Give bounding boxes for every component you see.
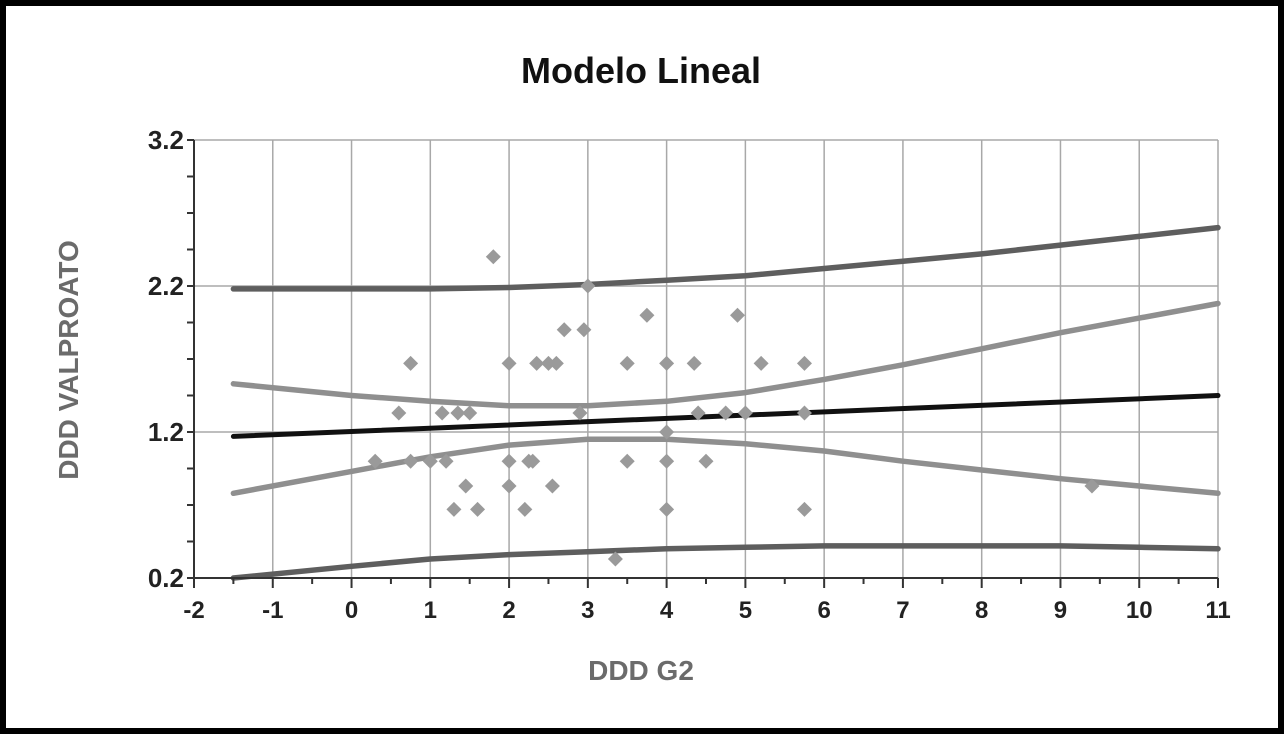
series-line-3: [230, 436, 1221, 497]
data-point: [450, 405, 466, 421]
axes: [187, 139, 1219, 588]
y-tick-label: 3.2: [148, 125, 184, 155]
x-axis-label: DDD G2: [588, 655, 694, 686]
x-tick-label: 7: [896, 597, 909, 624]
series-line-5: [230, 543, 1221, 581]
x-tick-label: -2: [183, 597, 204, 624]
data-point: [737, 405, 753, 421]
data-point: [434, 405, 450, 421]
data-point: [686, 355, 702, 371]
x-tick-label: -1: [262, 597, 283, 624]
x-tick-label: 8: [975, 597, 988, 624]
series-line-2: [230, 300, 1221, 409]
data-point: [458, 478, 474, 494]
data-point: [517, 501, 533, 517]
data-point: [796, 355, 812, 371]
data-point: [796, 501, 812, 517]
x-tick-label: 5: [739, 597, 752, 624]
data-point: [659, 424, 675, 440]
data-point: [422, 453, 438, 469]
data-point: [485, 249, 501, 265]
data-point: [619, 355, 635, 371]
data-point: [470, 501, 486, 517]
data-point: [548, 355, 564, 371]
data-point: [580, 278, 596, 294]
data-point: [501, 453, 517, 469]
data-point: [718, 405, 734, 421]
data-point: [403, 453, 419, 469]
grid: [193, 139, 1219, 579]
x-tick-label: 2: [502, 597, 515, 624]
x-tick-label: 4: [660, 597, 674, 624]
x-tick-label: 1: [424, 597, 437, 624]
x-tick-label: 9: [1054, 597, 1067, 624]
data-point: [698, 453, 714, 469]
data-point: [730, 307, 746, 323]
x-tick-labels: -2 -1 0 1 2 3 4 5 6 7 8 9 10 11: [183, 597, 1230, 624]
chart: Modelo Lineal -2 -1 0 1 2 3 4 5 6 7 8 9 10 11 0.2 1.2 2…: [53, 50, 1231, 686]
data-point: [619, 453, 635, 469]
x-tick-label: 11: [1205, 597, 1230, 624]
points: [367, 249, 1100, 567]
x-tick-label: 0: [345, 597, 358, 624]
data-point: [403, 355, 419, 371]
data-point: [501, 355, 517, 371]
data-point: [438, 453, 454, 469]
data-point: [501, 478, 517, 494]
data-point: [525, 453, 541, 469]
data-point: [556, 322, 572, 338]
data-point: [462, 405, 478, 421]
y-tick-label: 2.2: [148, 271, 184, 301]
y-tick-label: 1.2: [148, 417, 184, 447]
x-tick-label: 6: [817, 597, 830, 624]
data-point: [544, 478, 560, 494]
data-point: [659, 501, 675, 517]
data-point: [446, 501, 462, 517]
data-point: [659, 453, 675, 469]
series-line-4: [230, 224, 1221, 292]
y-tick-labels: 0.2 1.2 2.2 3.2: [148, 125, 184, 593]
data-point: [607, 551, 623, 567]
bands: [230, 224, 1221, 581]
x-tick-label: 3: [581, 597, 594, 624]
data-point: [540, 355, 556, 371]
data-point: [529, 355, 545, 371]
data-point: [1084, 478, 1100, 494]
data-point: [796, 405, 812, 421]
data-point: [576, 322, 592, 338]
data-point: [659, 355, 675, 371]
data-point: [391, 405, 407, 421]
y-axis-label: DDD VALPROATO: [53, 240, 84, 480]
y-tick-label: 0.2: [148, 563, 184, 593]
chart-title: Modelo Lineal: [521, 50, 761, 91]
x-tick-label: 10: [1126, 597, 1153, 624]
data-point: [639, 307, 655, 323]
data-point: [690, 405, 706, 421]
data-point: [572, 405, 588, 421]
data-point: [367, 453, 383, 469]
data-point: [753, 355, 769, 371]
